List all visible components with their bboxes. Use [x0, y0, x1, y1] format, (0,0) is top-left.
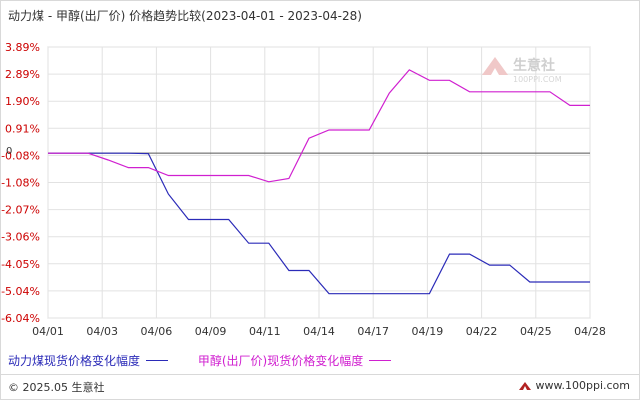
y-tick-label: -6.04% [1, 312, 40, 325]
legend-swatch-series2 [369, 360, 392, 361]
y-tick-label: -5.04% [1, 285, 40, 298]
footer-site-link[interactable]: www.100ppi.com [535, 379, 630, 392]
x-tick-label: 04/25 [520, 325, 552, 338]
y-tick-label: -0.08% [1, 149, 40, 162]
chart-title: 动力煤 - 甲醇(出厂价) 价格趋势比较(2023-04-01 - 2023-0… [8, 9, 362, 23]
x-tick-label: 04/28 [574, 325, 606, 338]
y-tick-label: 1.90% [5, 95, 40, 108]
watermark-name: 生意社 [513, 57, 555, 74]
x-tick-label: 04/14 [303, 325, 335, 338]
watermark-logo-inner [491, 68, 499, 75]
x-tick-label: 04/17 [357, 325, 389, 338]
legend-item-series1[interactable]: 动力煤现货价格变化幅度 [8, 352, 169, 369]
zero-label: 0 [6, 146, 12, 157]
series-line-dongliimei [48, 152, 590, 295]
y-tick-label: 0.91% [5, 122, 40, 135]
x-tick-label: 04/09 [195, 325, 227, 338]
legend-label-series1: 动力煤现货价格变化幅度 [8, 354, 141, 368]
footer-copyright: © 2025.05 生意社 [8, 381, 105, 394]
legend-label-series2: 甲醇(出厂价)现货价格变化幅度 [197, 354, 364, 368]
y-tick-label: 2.89% [5, 68, 40, 81]
watermark-logo-icon [482, 57, 508, 75]
footer-site[interactable]: www.100ppi.com [518, 379, 630, 392]
x-tick-label: 04/01 [32, 325, 64, 338]
y-tick-label: -1.08% [1, 177, 40, 190]
x-tick-label: 04/22 [466, 325, 498, 338]
y-tick-label: -2.07% [1, 204, 40, 217]
series-line-jiachun [48, 69, 590, 183]
x-tick-label: 04/19 [412, 325, 444, 338]
chart-legend: 动力煤现货价格变化幅度 甲醇(出厂价)现货价格变化幅度 [8, 352, 417, 369]
legend-item-series2[interactable]: 甲醇(出厂价)现货价格变化幅度 [197, 352, 392, 369]
x-tick-label: 04/11 [249, 325, 281, 338]
x-tick-label: 04/06 [141, 325, 173, 338]
watermark-url: 100PPI.COM [513, 75, 562, 84]
legend-swatch-series1 [146, 360, 169, 361]
x-tick-label: 04/03 [86, 325, 118, 338]
y-tick-label: -3.06% [1, 231, 40, 244]
y-tick-label: -4.05% [1, 258, 40, 271]
y-tick-label: 3.89% [5, 41, 40, 54]
footer-divider [0, 374, 640, 375]
site-logo-icon [518, 381, 531, 390]
